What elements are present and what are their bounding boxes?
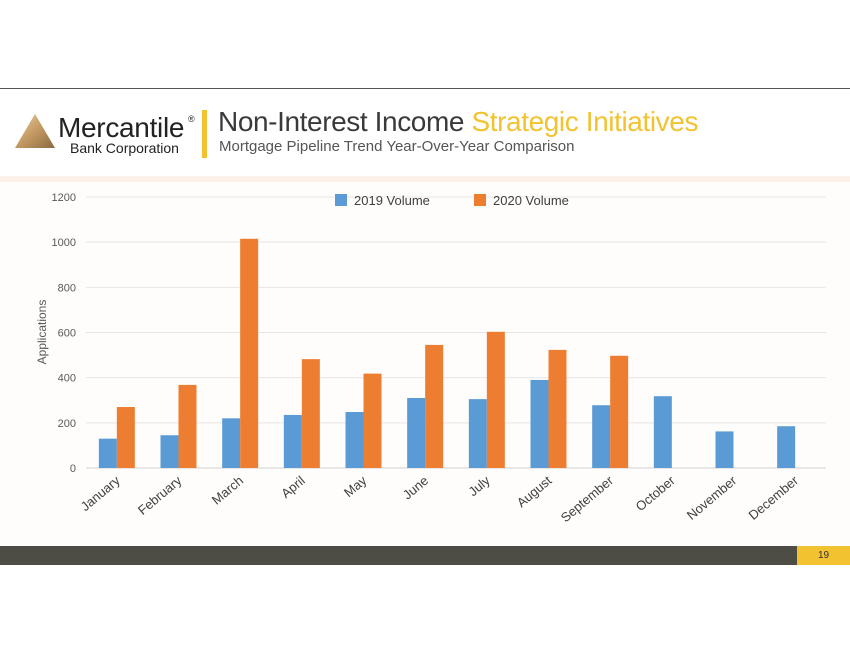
bar-2020-february [178,384,197,468]
y-tick-label: 1200 [52,192,76,204]
y-tick-label: 800 [58,282,76,294]
bar-2019-november [715,431,734,468]
header-band [0,176,850,182]
x-tick-label: December [746,472,802,522]
logo-triangle-icon [15,114,55,148]
bar-chart: 0 200 400 600 800 1000 1200 January February Mar… [35,192,826,525]
bar-2020-april [301,359,320,468]
bar-2020-september [610,355,629,468]
page-title: Non-Interest Income Strategic Initiative… [218,106,698,138]
bar-2020-may [363,373,382,468]
bar-2019-january [98,438,117,468]
bar-2019-august [530,379,549,468]
y-tick-label: 0 [70,463,76,475]
page-subtitle: Mortgage Pipeline Trend Year-Over-Year C… [219,138,575,155]
bar-2019-july [468,399,487,468]
x-tick-label: November [684,472,740,522]
y-tick-label: 400 [58,373,76,385]
y-axis-ticks: 0 200 400 600 800 1000 1200 [52,192,76,475]
logo-registered-mark: ® [188,114,195,124]
bars [98,238,796,468]
bar-2019-april [283,414,302,468]
top-divider [0,88,850,89]
x-tick-label: March [209,473,246,508]
legend-swatch [474,194,486,206]
bar-2020-june [425,344,444,468]
title-accent-bar [202,110,207,158]
page-number: 19 [797,546,850,565]
x-tick-label: September [558,472,617,525]
bar-2019-september [592,405,611,468]
x-tick-label: October [633,472,679,514]
bar-2019-february [160,435,179,468]
y-tick-label: 200 [58,418,76,430]
bar-2020-march [240,238,259,468]
x-tick-label: June [400,473,431,503]
x-tick-label: May [341,472,370,500]
legend-label: 2019 Volume [354,193,430,208]
bar-2019-june [407,397,426,468]
bar-2019-may [345,411,364,468]
legend-label: 2020 Volume [493,193,569,208]
bar-2019-march [222,418,241,468]
title-main: Non-Interest Income [218,106,472,137]
bar-2020-january [116,407,135,468]
y-tick-label: 600 [58,328,76,340]
footer-bar [0,546,797,565]
y-tick-label: 1000 [52,237,76,249]
mercantile-logo: Mercantile ® Bank Corporation [14,112,199,157]
x-tick-label: August [514,473,555,511]
y-axis-label: Applications [35,300,49,365]
grid-lines [86,196,826,469]
title-accent: Strategic Initiatives [471,106,699,137]
bar-2019-october [653,396,672,468]
legend-swatch [335,194,347,206]
bar-2020-july [486,331,505,468]
x-tick-label: July [465,472,493,499]
logo-subtitle: Bank Corporation [70,140,179,156]
bar-2019-december [777,426,796,468]
x-tick-label: April [278,473,308,501]
logo-name: Mercantile [58,112,185,143]
legend: 2019 Volume 2020 Volume [335,193,569,208]
x-axis-ticks: January February March April May June July Augu… [78,472,802,525]
x-tick-label: February [135,472,185,517]
bar-2020-august [548,349,567,468]
x-tick-label: January [78,472,123,514]
